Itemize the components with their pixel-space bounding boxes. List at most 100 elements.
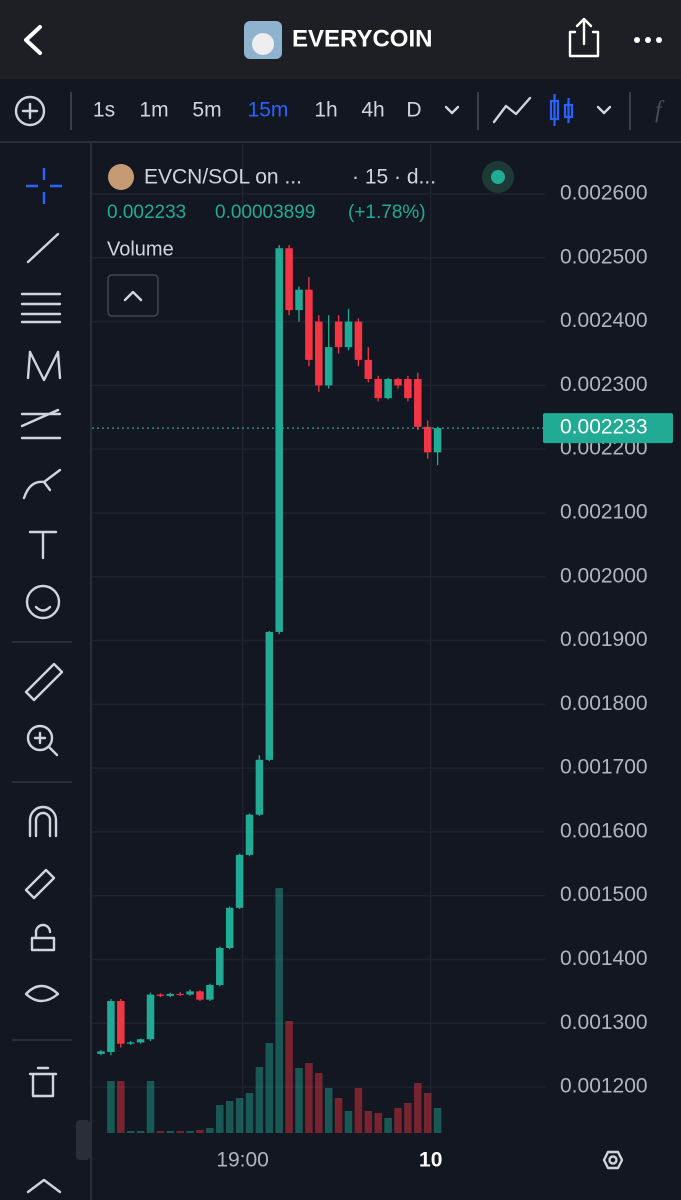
volume-bar xyxy=(433,1108,442,1133)
x-tick-label: 19:00 xyxy=(216,1149,269,1172)
text-tool[interactable] xyxy=(28,530,58,560)
layers-tool[interactable] xyxy=(26,1178,62,1194)
symbol-avatar xyxy=(108,164,134,190)
volume-bar xyxy=(265,1043,274,1133)
last-price-box xyxy=(543,413,673,444)
candle-body xyxy=(433,428,442,453)
ruler-tool[interactable] xyxy=(24,662,64,702)
back-button[interactable] xyxy=(24,25,42,55)
collapse-legend-button[interactable] xyxy=(107,274,159,317)
candle-body xyxy=(344,321,353,348)
volume-bar xyxy=(126,1131,135,1133)
y-tick-label: 0.001400 xyxy=(560,947,648,970)
pattern-tool[interactable] xyxy=(26,350,62,382)
volume-bar xyxy=(225,1101,234,1133)
candle-body xyxy=(136,1039,145,1043)
volume-bar xyxy=(414,1083,422,1133)
collapse-handle[interactable] xyxy=(76,1120,90,1160)
candle-body xyxy=(156,994,165,996)
y-tick-label: 0.002100 xyxy=(560,501,648,524)
legend-change: 0.00003899 xyxy=(215,202,315,223)
lock-drawing-tool[interactable] xyxy=(24,868,56,900)
volume-bar xyxy=(295,1068,303,1133)
legend-symbol: EVCN/SOL on ... xyxy=(144,166,302,189)
candle-body xyxy=(384,379,392,399)
interval-group: 1s 1m 5m 15m 1h 4h D xyxy=(93,99,422,122)
volume-bar xyxy=(176,1131,184,1133)
candle-body xyxy=(295,289,303,311)
y-tick-label: 0.001300 xyxy=(560,1011,648,1034)
volume-legend: Volume xyxy=(107,238,174,260)
price-axis: 0.001200 0.001300 0.001400 0.001500 0.001600… xyxy=(92,182,673,1172)
volume-bar xyxy=(364,1111,373,1133)
volume-bar xyxy=(156,1131,165,1133)
candle-body xyxy=(206,985,214,1000)
more-button[interactable] xyxy=(634,37,662,43)
candle-body xyxy=(305,289,313,360)
interval-button[interactable]: 1h xyxy=(314,99,337,122)
candle-body xyxy=(414,379,422,427)
interval-button[interactable]: 5m xyxy=(192,99,221,122)
volume-bar xyxy=(285,1021,293,1133)
interval-button[interactable]: 4h xyxy=(361,99,384,122)
candle-body xyxy=(196,991,204,1000)
y-tick-label: 0.001900 xyxy=(560,628,648,651)
candle-body xyxy=(364,359,373,380)
volume-bar xyxy=(186,1131,194,1133)
volume-bar xyxy=(344,1111,353,1133)
magnet-tool[interactable] xyxy=(28,805,58,838)
volume-bar xyxy=(166,1131,175,1133)
interval-button[interactable]: 1s xyxy=(93,99,115,122)
interval-button[interactable]: 15m xyxy=(248,99,289,122)
y-tick-label: 0.001600 xyxy=(560,819,648,842)
volume-bar xyxy=(423,1093,432,1133)
volume-bar xyxy=(305,1063,313,1133)
candle-body xyxy=(334,321,343,348)
candle-chart-button[interactable] xyxy=(549,94,574,126)
volume-bar xyxy=(334,1098,343,1133)
volume-bar xyxy=(324,1088,333,1133)
y-tick-label: 0.002300 xyxy=(560,373,648,396)
volume-bar xyxy=(107,1081,115,1133)
line-chart-button[interactable] xyxy=(492,96,532,124)
interval-button[interactable]: 1m xyxy=(139,99,168,122)
candle-body xyxy=(255,759,264,815)
projection-tool[interactable] xyxy=(20,408,62,440)
brush-tool[interactable] xyxy=(22,468,62,500)
interval-button[interactable]: D xyxy=(406,99,421,122)
delete-tool[interactable] xyxy=(28,1066,58,1098)
candle-body xyxy=(186,991,194,995)
emoji-tool[interactable] xyxy=(25,584,61,620)
volume-bar xyxy=(374,1113,382,1133)
chart-type-dropdown[interactable] xyxy=(596,105,612,115)
interval-dropdown[interactable] xyxy=(444,105,460,115)
lock-tool[interactable] xyxy=(30,923,56,952)
candle-body xyxy=(176,993,184,995)
share-button[interactable] xyxy=(568,17,600,58)
volume-bar xyxy=(245,1093,254,1133)
header-title: EVERYCOIN xyxy=(292,25,432,52)
y-tick-label: 0.002400 xyxy=(560,309,648,332)
y-tick-label: 0.002500 xyxy=(560,245,648,268)
crosshair-tool[interactable] xyxy=(26,168,62,204)
x-tick-label: 10 xyxy=(419,1149,442,1172)
trend-line-tool[interactable] xyxy=(26,232,60,264)
candle-body xyxy=(324,347,333,386)
fib-tool[interactable] xyxy=(20,292,62,324)
settings-button[interactable] xyxy=(602,1150,624,1170)
volume-bar xyxy=(404,1103,412,1133)
volume-bar xyxy=(315,1073,323,1133)
volume-bar xyxy=(255,1067,264,1133)
y-tick-label: 0.001500 xyxy=(560,883,648,906)
volume-bar xyxy=(136,1131,145,1133)
visibility-tool[interactable] xyxy=(24,984,60,1003)
zoom-tool[interactable] xyxy=(26,724,59,757)
volume-bar xyxy=(206,1128,214,1133)
volume-bar xyxy=(275,888,283,1133)
candle-body xyxy=(235,854,244,908)
indicators-button[interactable]: f xyxy=(655,98,665,124)
add-symbol-button[interactable] xyxy=(14,95,46,127)
y-tick-label: 0.002600 xyxy=(560,182,648,205)
